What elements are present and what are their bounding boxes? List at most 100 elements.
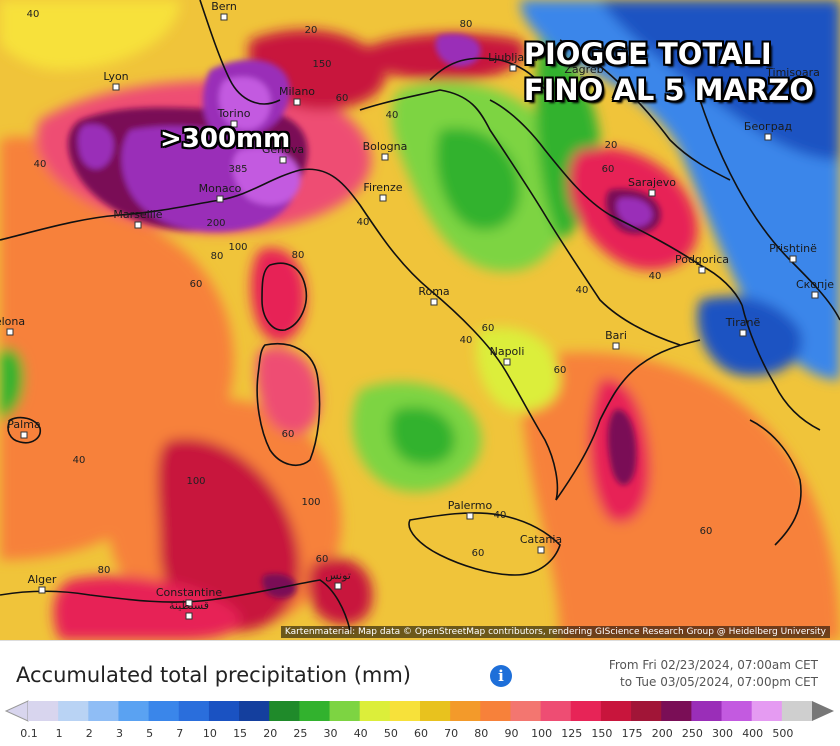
scale-swatch [239,701,270,721]
scale-swatch [540,701,572,721]
city-marker[interactable]: Napoli [490,345,525,366]
city-label: Београд [744,120,793,133]
scale-swatch [450,701,481,721]
scale-label: 10 [202,727,217,740]
city-label: Torino [217,107,251,120]
contour-label: 40 [357,217,370,228]
city-marker[interactable]: Tiranë [725,316,761,337]
city-marker[interactable]: Београд [744,120,793,141]
city-dot [503,358,511,366]
city-marker[interactable]: Palermo [448,499,493,520]
contour-label: 40 [27,9,40,20]
city-marker[interactable]: Monaco [199,182,242,203]
city-marker[interactable]: Zagreb [564,63,604,84]
city-marker[interactable]: elona [0,315,25,336]
scale-label: 400 [742,727,764,740]
contour-label: 60 [700,526,713,537]
city-marker[interactable]: Sarajevo [628,176,676,197]
city-label: Ljubljana [488,51,538,64]
city-label: Tiranë [725,316,761,329]
city-marker[interactable]: قسنطينة [169,599,209,620]
map-canvas: 40 20 80 60 40 20 60 40 200 100 80 80 40 60 40 40 60 40 60… [0,0,840,640]
city-label: Prishtinë [769,242,817,255]
scale-label: 3 [115,727,123,740]
contour-label: 200 [206,218,225,229]
city-marker[interactable]: Palma [7,418,41,439]
scale-swatch [389,701,421,721]
city-label: Milano [279,85,315,98]
city-markers: Bern Lyon Torino Milano Genova Monaco Marseill… [0,0,834,620]
city-marker[interactable]: Marseille [113,208,163,229]
contour-label: 100 [186,476,205,487]
city-marker[interactable]: Lyon [103,70,129,91]
city-marker[interactable]: Milano [279,85,315,106]
scale-swatch [148,701,180,721]
precipitation-map[interactable]: 40 20 80 60 40 20 60 40 200 100 80 80 40 60 40 40 60 40 60… [0,0,840,640]
city-label: Genova [262,143,304,156]
city-marker[interactable]: Bari [605,329,627,350]
city-label: Podgorica [675,253,729,266]
contour-label: 80 [292,250,305,261]
city-marker[interactable]: Genova [262,143,304,164]
scale-swatch [178,701,210,721]
city-label: Sarajevo [628,176,676,189]
city-dot [648,189,656,197]
contour-label: 40 [73,455,86,466]
city-dot [134,221,142,229]
city-marker[interactable]: Bern [211,0,237,21]
scale-label: 200 [651,727,673,740]
headline: PIOGGE TOTALI FINO AL 5 MARZO [524,36,814,108]
scale-swatch [600,701,632,721]
city-dot [612,342,620,350]
city-label: Скопје [796,278,834,291]
scale-swatch [570,701,602,721]
contour-label: 40 [386,110,399,121]
city-label: Alger [28,573,57,586]
city-dot [764,133,772,141]
city-dot [230,120,238,128]
city-marker[interactable]: Roma [418,285,450,306]
city-marker[interactable]: Catania [520,533,562,554]
city-dot [185,599,193,607]
scale-swatch [420,701,451,721]
contour-label: 60 [316,554,329,565]
scale-label: 150 [591,727,613,740]
forecast-period: From Fri 02/23/2024, 07:00am CET to Tue … [609,657,818,691]
city-marker[interactable]: Alger [28,573,57,594]
scale-swatch [781,701,813,721]
scale-swatch [661,701,692,721]
city-marker[interactable]: Bologna [363,140,408,161]
scale-swatch [691,701,723,721]
city-marker[interactable]: Firenze [363,181,403,202]
city-dot [466,512,474,520]
city-marker[interactable]: Constantine [156,586,222,607]
city-marker[interactable]: تونس [325,569,351,590]
contour-label: 385 [228,164,247,175]
city-marker[interactable]: Podgorica [675,253,729,274]
scale-label: 20 [263,727,278,740]
scale-label: 250 [681,727,703,740]
city-label: تونس [325,569,351,582]
info-icon[interactable]: i [490,665,512,687]
scale-swatch [299,701,331,721]
contour-label: 40 [34,159,47,170]
scale-swatch [269,701,300,721]
scale-label: 50 [383,727,398,740]
city-marker[interactable]: Скопје [796,278,834,299]
city-dot [789,79,797,87]
city-label: Firenze [363,181,402,194]
headline-line-1: PIOGGE TOTALI [523,37,772,71]
city-dot [580,76,588,84]
max-callout: >300mm [160,124,291,154]
scale-label: 2 [85,727,93,740]
scale-label: 175 [621,727,643,740]
city-dot [293,98,301,106]
city-label: Lyon [103,70,128,83]
city-label: Marseille [113,208,162,221]
city-marker[interactable]: Prishtinë [769,242,817,263]
contour-label: 80 [211,251,224,262]
city-marker[interactable]: Ljubljana [488,51,538,72]
city-marker[interactable]: Torino [217,107,251,128]
city-marker[interactable]: Timisoara [765,66,820,87]
scale-label: 25 [293,727,308,740]
